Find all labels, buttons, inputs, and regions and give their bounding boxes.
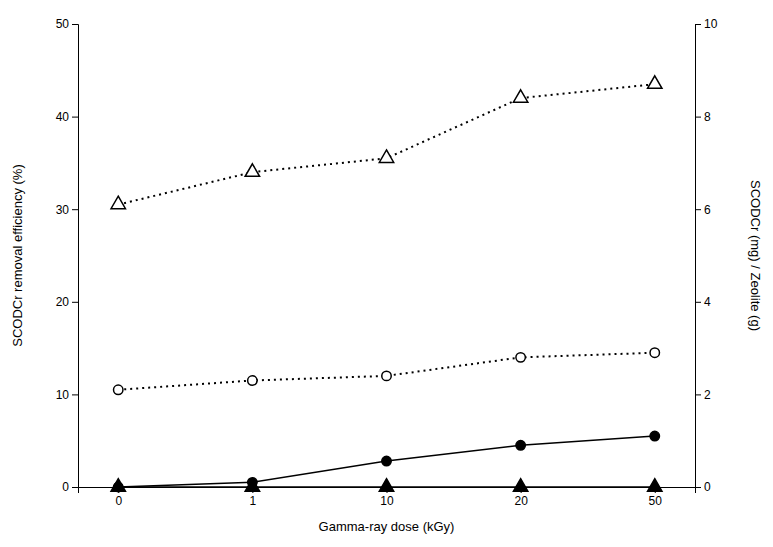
point (516, 353, 525, 362)
tick: 40 (56, 110, 78, 124)
tick-label: 20 (56, 295, 70, 309)
tick-label: 40 (56, 110, 70, 124)
tick-label: 30 (56, 203, 70, 217)
tick: 0 (62, 480, 78, 494)
point (245, 479, 259, 491)
y2-axis-title: SCODCr (mg) / Zeolite (g) (748, 180, 763, 331)
point (111, 479, 125, 491)
tick-mark (72, 24, 78, 25)
tick: 30 (56, 203, 78, 217)
point (111, 196, 125, 208)
point (516, 441, 525, 450)
tick-label: 8 (704, 110, 711, 124)
tick-label: 2 (704, 388, 711, 402)
point (648, 76, 662, 88)
tick-mark (695, 209, 701, 210)
point (513, 90, 527, 102)
point (379, 150, 393, 162)
series-group (111, 76, 662, 492)
point (648, 479, 662, 491)
point (650, 348, 659, 357)
tick: 0 (695, 480, 711, 494)
tick: 50 (56, 17, 78, 31)
tick-mark (72, 394, 78, 395)
tick-mark (72, 117, 78, 118)
tick: 2 (695, 388, 711, 402)
tick-mark (72, 487, 78, 488)
point (245, 164, 259, 176)
tick-label: 6 (704, 203, 711, 217)
point (248, 376, 257, 385)
tick: 4 (695, 295, 711, 309)
tick-label: 50 (649, 494, 663, 508)
tick-mark (695, 24, 701, 25)
tick-mark (72, 302, 78, 303)
y-axis: 0 10 20 30 40 50 (56, 17, 79, 494)
x-axis-title: Gamma-ray dose (kGy) (319, 519, 455, 534)
tick-label: 1 (250, 494, 257, 508)
tick-label: 10 (56, 388, 70, 402)
tick-mark (695, 302, 701, 303)
tick-mark (72, 209, 78, 210)
tick-label: 50 (56, 17, 70, 31)
point (382, 371, 391, 380)
tick-label: 0 (115, 494, 122, 508)
point (513, 479, 527, 491)
plot: 0 1 10 20 50 0 10 20 30 40 50 0 2 4 6 8 10 (56, 17, 718, 507)
tick-mark (695, 394, 701, 395)
point (650, 431, 659, 440)
tick-mark (695, 117, 701, 118)
axis-line (696, 25, 702, 488)
tick-label: 10 (380, 494, 394, 508)
tick: 20 (56, 295, 78, 309)
tick: 10 (56, 388, 78, 402)
tick-mark (695, 487, 701, 488)
series-line (118, 84, 655, 204)
axis-line (72, 25, 79, 488)
point (382, 456, 391, 465)
point (379, 479, 393, 491)
tick: 8 (695, 110, 711, 124)
y2-axis: 0 2 4 6 8 10 (695, 17, 718, 494)
tick-label: 20 (514, 494, 528, 508)
chart: 0 1 10 20 50 0 10 20 30 40 50 0 2 4 6 8 10 Gamma-ray dose… (0, 0, 773, 547)
series-line (118, 353, 655, 390)
tick-label: 4 (704, 295, 711, 309)
tick-label: 10 (704, 17, 718, 31)
tick: 10 (695, 17, 718, 31)
y-axis-title: SCODCr removal efficiency (%) (10, 164, 25, 347)
point (114, 385, 123, 394)
tick: 6 (695, 203, 711, 217)
tick-label: 0 (704, 480, 711, 494)
tick-label: 0 (62, 480, 69, 494)
